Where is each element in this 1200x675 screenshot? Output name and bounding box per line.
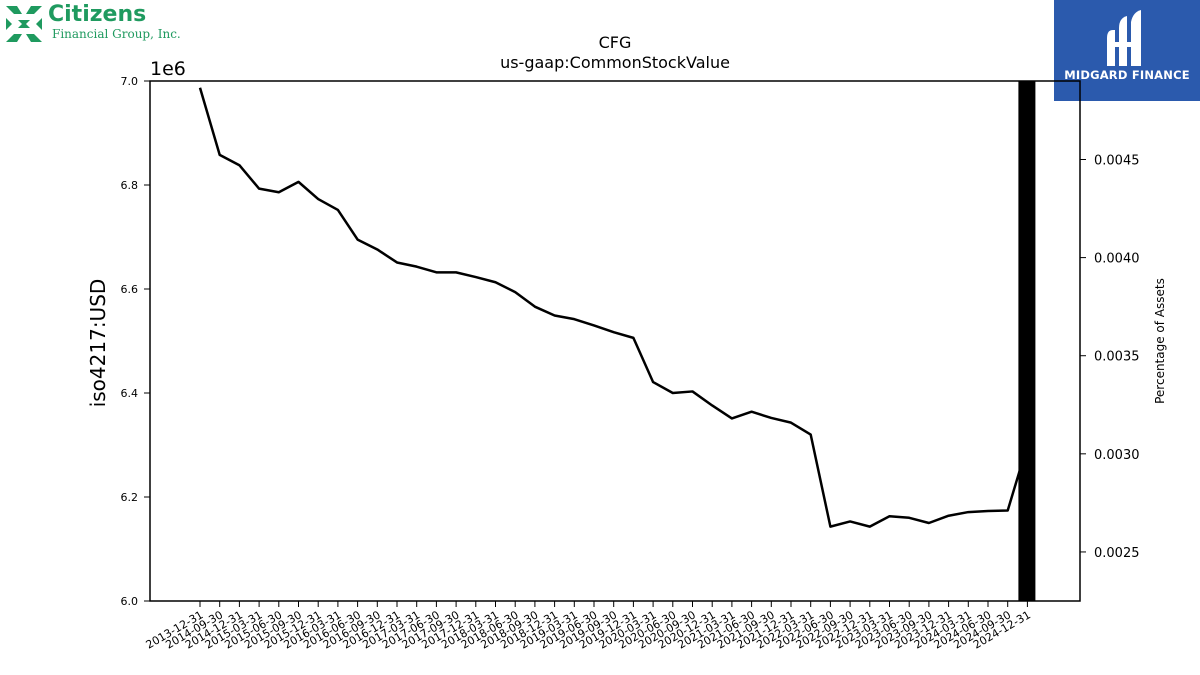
plot-frame xyxy=(149,80,1081,602)
y-tick-label: 6.0 xyxy=(121,595,139,608)
y-tick-label: 6.6 xyxy=(121,283,139,296)
midgard-logo: MIDGARD FINANCE xyxy=(1054,0,1200,101)
y-tick-label: 6.8 xyxy=(121,179,139,192)
y-tick-label: 6.2 xyxy=(121,491,139,504)
midgard-logo-name: MIDGARD FINANCE xyxy=(1064,68,1190,82)
y-axis-label: iso4217:USD xyxy=(86,279,110,408)
y-axis-offset-label: 1e6 xyxy=(150,58,186,80)
y2-tick-label: 0.0040 xyxy=(1094,252,1140,267)
y2-axis-label: Percentage of Assets xyxy=(1153,278,1167,404)
chart-subtitle: us-gaap:CommonStockValue xyxy=(500,53,730,72)
citizens-emblem-icon xyxy=(6,6,42,42)
chart-title: CFG xyxy=(599,33,632,52)
plot-area xyxy=(198,81,1036,601)
midgard-emblem-icon xyxy=(1107,10,1141,66)
y2-tick-label: 0.0025 xyxy=(1094,546,1140,561)
y2-tick-label: 0.0045 xyxy=(1094,153,1140,168)
latest-period-bar xyxy=(1018,81,1036,601)
y2-tick-label: 0.0035 xyxy=(1094,350,1140,365)
y-tick-label: 6.4 xyxy=(121,387,139,400)
citizens-logo: Citizens Financial Group, Inc. xyxy=(0,0,190,48)
y-tick-label: 7.0 xyxy=(121,75,139,88)
citizens-logo-subtitle: Financial Group, Inc. xyxy=(52,27,181,41)
series-line xyxy=(198,87,1029,528)
citizens-logo-name: Citizens xyxy=(48,2,147,27)
y2-tick-label: 0.0030 xyxy=(1094,448,1140,463)
